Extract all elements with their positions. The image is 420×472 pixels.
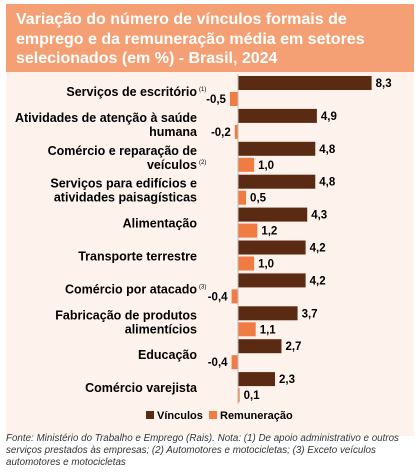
bar-remuneracao [238,322,256,337]
value-label-remuneracao: -0,4 [208,291,228,303]
value-label-remuneracao: -0,4 [208,357,228,369]
bar-vinculos [238,141,316,156]
category-group: Alimentação 4,3 1,2 [123,207,327,238]
bar-remuneracao [238,388,240,403]
value-label-remuneracao: 1,2 [261,226,277,238]
bar-remuneracao [229,92,238,106]
value-label-vinculos: 8,3 [376,78,392,90]
category-note-marker: (2) [199,160,206,166]
legend-item-vinculos-label: Vínculos [157,410,203,422]
source-footnote: Fonte: Ministério do Trabalho e Emprego … [6,433,399,468]
bar-remuneracao [238,190,247,205]
category-label: Serviços para edifícios e [50,177,197,191]
bar-vinculos [238,339,282,354]
bar-vinculos [238,174,316,189]
category-label: Transporte terrestre [78,250,197,264]
value-label-vinculos: 2,3 [279,374,295,386]
category-group: Comércio por atacado (3) 4,2 -0,4 [65,273,326,304]
category-label: alimentícios [125,322,197,336]
category-label: Comércio por atacado [65,282,197,296]
value-label-remuneracao: 1,0 [258,259,274,271]
bar-remuneracao [238,223,258,238]
value-label-remuneracao: 0,1 [244,390,261,402]
category-label: humana [149,125,198,139]
bar-vinculos [238,108,317,123]
bar-chart: Serviços de escritório (1) 8,3 -0,5 Atividad… [15,74,392,422]
value-label-remuneracao: 1,1 [260,324,277,336]
bar-remuneracao [238,157,255,172]
value-label-remuneracao: 1,0 [258,160,274,172]
value-label-vinculos: 4,8 [319,177,336,189]
category-label: Educação [138,348,197,362]
category-group: Comércio varejista 2,3 0,1 [85,372,295,403]
chart-area: Serviços de escritório (1) 8,3 -0,5 Atividad… [6,72,414,436]
value-label-remuneracao: -0,5 [206,94,226,106]
bar-remuneracao [234,124,238,139]
category-note-marker: (3) [199,284,206,290]
bar-vinculos [238,306,298,321]
legend-item-remuneracao-swatch [209,411,217,419]
bar-remuneracao [231,355,238,370]
value-label-vinculos: 4,2 [310,243,326,255]
category-label: Atividades de atenção à saúde [15,111,197,125]
legend-item-remuneracao-label: Remuneração [220,410,293,422]
category-label: Comércio varejista [85,381,198,395]
bar-vinculos [238,76,372,90]
value-label-vinculos: 2,7 [285,341,301,353]
legend-item-vinculos-swatch [146,411,154,419]
category-group: Transporte terrestre 4,2 1,0 [78,240,326,271]
bar-vinculos [238,372,276,387]
value-label-vinculos: 3,7 [302,308,318,320]
category-label: veículos [147,158,197,172]
category-group: Educação 2,7 -0,4 [138,339,301,370]
category-label: Alimentação [123,217,198,231]
value-label-vinculos: 4,3 [311,210,327,222]
bar-vinculos [238,273,306,288]
value-label-vinculos: 4,9 [321,111,337,123]
chart-header: Variação do número de vínculos formais d… [6,4,414,72]
category-label: Serviços de escritório [66,85,197,99]
bar-remuneracao [231,289,238,304]
value-label-remuneracao: -0,2 [211,127,231,139]
value-label-remuneracao: 0,5 [250,193,267,205]
value-label-vinculos: 4,8 [319,144,336,156]
bar-remuneracao [238,256,255,271]
bar-vinculos [238,207,308,222]
bar-vinculos [238,240,306,255]
category-label: atividades paisagísticas [54,191,197,205]
legend: Vínculos Remuneração [146,410,293,422]
category-label: Comércio e reparação de [48,144,197,158]
category-label: Fabricação de produtos [55,308,197,322]
value-label-vinculos: 4,2 [310,275,326,287]
chart-title: Variação do número de vínculos formais d… [16,11,365,67]
category-group: Serviços de escritório (1) 8,3 -0,5 [66,76,392,106]
category-note-marker: (1) [199,87,206,93]
